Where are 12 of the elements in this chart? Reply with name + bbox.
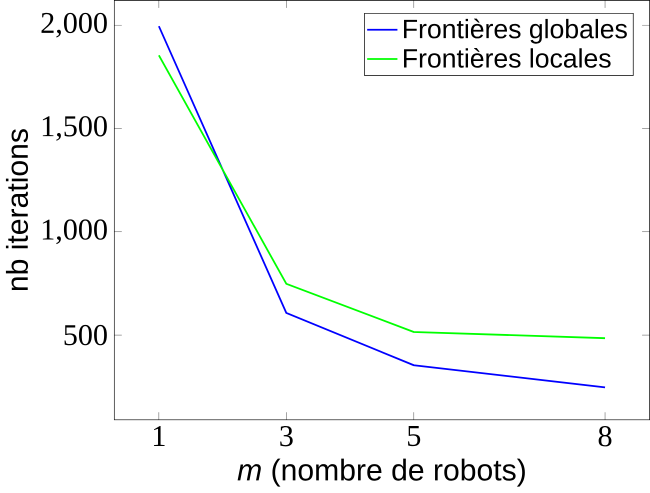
- y-axis-title: nb iterations: [6, 129, 28, 290]
- y-tick-label: 1,500: [42, 116, 107, 142]
- x-tick-label: 5: [408, 426, 420, 446]
- y-tick-label: 1,000: [42, 220, 107, 244]
- legend-label: Frontières globales: [404, 18, 627, 44]
- legend-label: Frontières locales: [404, 48, 611, 68]
- x-tick-label: 8: [598, 426, 612, 447]
- y-tick-label: 500: [64, 325, 107, 346]
- y-tick-label: 2,000: [42, 13, 107, 38]
- x-axis-title: m (nombre de robots): [238, 458, 525, 487]
- x-tick-label: 1: [154, 426, 165, 446]
- x-tick-label: 3: [280, 426, 293, 447]
